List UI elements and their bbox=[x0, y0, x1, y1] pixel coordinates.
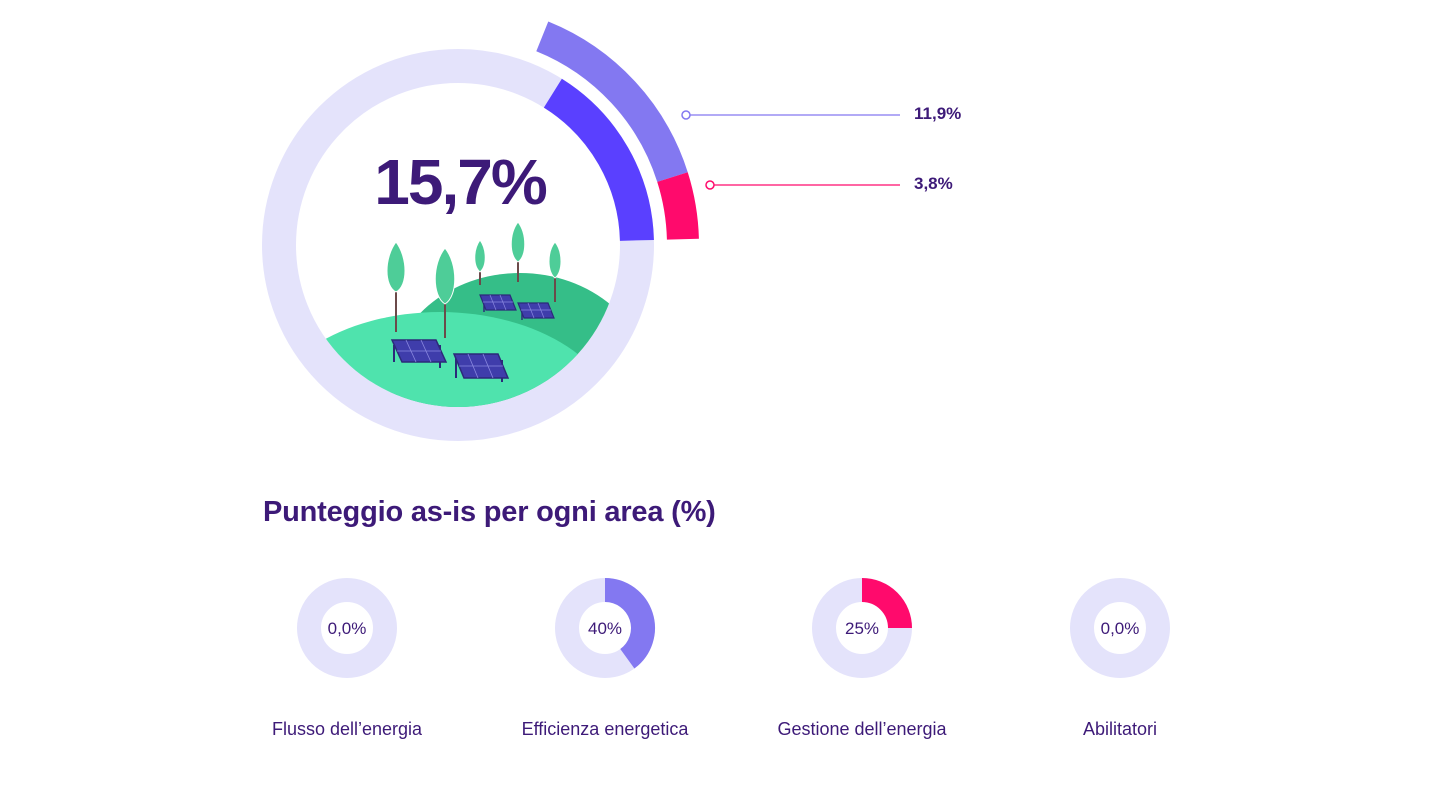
tree bbox=[386, 241, 406, 332]
leader-dot-11-9 bbox=[681, 110, 691, 120]
main-donut-chart: 11,9% 3,8% 15,7% bbox=[262, 21, 961, 441]
area-donut-label: Gestione dell’energia bbox=[777, 719, 947, 739]
solar-panel bbox=[479, 294, 517, 312]
area-donut-track bbox=[297, 578, 397, 678]
tree bbox=[510, 221, 526, 282]
solar-panel bbox=[390, 339, 448, 368]
area-donut-segment bbox=[604, 578, 655, 669]
area-donut-label: Flusso dell’energia bbox=[271, 719, 423, 739]
area-donut-label: Abilitatori bbox=[1082, 719, 1158, 739]
outer-segment-3-8 bbox=[657, 172, 699, 240]
main-donut-inner-segment bbox=[543, 78, 654, 242]
tree bbox=[474, 239, 486, 285]
area-donut-1: 40% bbox=[555, 578, 655, 678]
area-donut-value: 40% bbox=[588, 619, 622, 638]
tree bbox=[548, 241, 562, 302]
area-donut-track bbox=[1070, 578, 1170, 678]
main-donut-track bbox=[262, 49, 654, 441]
outer-segment-11-9 bbox=[536, 21, 688, 183]
area-donut-0: 0,0% bbox=[297, 578, 397, 678]
area-donut-segment bbox=[861, 578, 912, 629]
area-donut-value: 25% bbox=[845, 619, 879, 638]
segment-label-3-8: 3,8% bbox=[914, 174, 953, 193]
solar-panel bbox=[452, 353, 510, 382]
area-donut-2: 25% bbox=[812, 578, 912, 678]
area-scores-title: Punteggio as-is per ogni area (%) bbox=[263, 496, 716, 528]
segment-label-11-9: 11,9% bbox=[914, 104, 961, 123]
area-donut-value: 0,0% bbox=[1101, 619, 1140, 638]
area-donut-3: 0,0% bbox=[1070, 578, 1170, 678]
leader-dot-3-8 bbox=[705, 180, 715, 190]
main-center-value: 15,7% bbox=[374, 146, 547, 218]
tree bbox=[434, 247, 456, 338]
area-donut-value: 0,0% bbox=[328, 619, 367, 638]
solar-panel bbox=[517, 302, 555, 320]
area-donut-label: Efficienza energetica bbox=[521, 719, 689, 739]
